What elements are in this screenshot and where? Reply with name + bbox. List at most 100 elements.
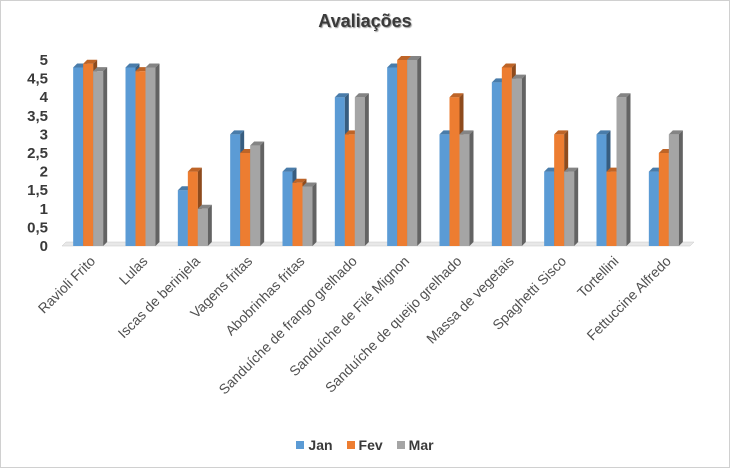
bar-front [354, 97, 365, 246]
bar-front [501, 67, 512, 246]
bar-top [511, 74, 526, 79]
bar-front [292, 182, 303, 246]
bar-top [250, 141, 265, 146]
y-tick-label: 0,5 [27, 219, 48, 236]
bar-top [282, 167, 297, 172]
bar-side [521, 74, 526, 246]
bar-mar-lulas [145, 63, 160, 246]
bar-front [668, 134, 679, 246]
bar-mar-vagens-fritas [250, 141, 265, 246]
bar-top [125, 63, 140, 68]
bar-top [197, 204, 212, 209]
y-tick-label: 5 [40, 52, 48, 69]
legend-entry-fev: Fev [346, 437, 383, 453]
bar-top [449, 93, 464, 98]
y-tick-label: 3,5 [27, 108, 48, 125]
bar-mar-abobrinhas-fritas [302, 182, 317, 246]
bar-top [230, 130, 245, 135]
bar-front [658, 153, 669, 246]
bar-front [449, 97, 460, 246]
bar-top [554, 130, 569, 135]
bar-top [302, 182, 317, 187]
y-tick-label: 1,5 [27, 182, 48, 199]
bar-front [596, 134, 607, 246]
legend-label-fev: Fev [358, 437, 383, 453]
bar-front [240, 153, 251, 246]
bar-front [344, 134, 355, 246]
bar-mar-fettuccine-alfredo [668, 130, 683, 246]
bar-top [93, 67, 108, 72]
bar-front [387, 67, 398, 246]
bar-front [250, 145, 261, 246]
bar-top [501, 63, 516, 68]
bar-top [145, 63, 160, 68]
bar-top [187, 167, 202, 172]
bar-front [564, 171, 575, 246]
bar-top [668, 130, 683, 135]
legend-swatch-mar [396, 441, 405, 449]
bar-mar-tortellini [616, 93, 631, 246]
bar-side [207, 204, 212, 246]
x-tick-label-massa-de-vegetais: Massa de vegetais [423, 253, 517, 347]
bar-mar-massa-de-vegetais [511, 74, 526, 246]
bar-side [417, 56, 422, 246]
bar-mar-sanduiche-de-frango-grelhado [354, 93, 369, 246]
bar-top [292, 178, 307, 183]
bar-top [564, 167, 579, 172]
bar-mar-sanduiche-de-queijo-grelhado [459, 130, 474, 246]
y-tick-label: 3 [40, 126, 48, 143]
bar-front [230, 134, 241, 246]
bar-side [626, 93, 631, 246]
x-tick-label-lulas: Lulas [116, 253, 151, 288]
bar-mar-iscas-de-berinjela [197, 204, 212, 246]
legend-label-mar: Mar [408, 437, 434, 453]
bar-front [511, 78, 522, 246]
bar-front [197, 208, 208, 246]
bar-front [554, 134, 565, 246]
bar-mar-ravioli-frito [93, 67, 108, 246]
legend-label-jan: Jan [308, 437, 333, 453]
legend-entry-jan: Jan [296, 437, 333, 453]
bar-front [83, 63, 94, 246]
bar-front [439, 134, 450, 246]
y-tick-label: 2,5 [27, 145, 48, 162]
bar-front [407, 60, 418, 246]
bar-front [93, 71, 104, 246]
legend-swatch-fev [346, 441, 355, 449]
bar-top [334, 93, 349, 98]
bar-front [648, 171, 659, 246]
bar-side [260, 141, 265, 246]
legend-entry-mar: Mar [396, 437, 434, 453]
y-tick-label: 0 [40, 238, 48, 255]
bar-front [544, 171, 555, 246]
y-tick-label: 4,5 [27, 71, 48, 88]
bar-top [354, 93, 369, 98]
bar-top [616, 93, 631, 98]
y-tick-label: 2 [40, 164, 48, 181]
bar-front [606, 171, 617, 246]
bar-front [145, 67, 156, 246]
chart-title: Avaliações [318, 11, 412, 31]
bar-side [312, 182, 317, 246]
x-tick-label-ravioli-frito: Ravioli Frito [35, 253, 99, 317]
bar-front [73, 67, 84, 246]
legend: Jan Fev Mar [0, 437, 730, 453]
bar-front [135, 71, 146, 246]
bar-top [407, 56, 422, 60]
bar-top [596, 130, 611, 135]
bar-front [282, 171, 293, 246]
bar-front [491, 82, 502, 246]
bar-front [302, 186, 313, 246]
bar-side [469, 130, 474, 246]
x-tick-label-tortellini: Tortellini [574, 253, 622, 301]
bar-side [103, 67, 108, 246]
bar-front [397, 60, 408, 246]
bar-mar-spaghetti-sisco [564, 167, 579, 246]
bar-side [574, 167, 579, 246]
chart-floor [61, 241, 695, 247]
y-tick-label: 4 [40, 89, 49, 106]
bar-top [83, 59, 98, 64]
bar-front [459, 134, 470, 246]
bar-side [678, 130, 683, 246]
